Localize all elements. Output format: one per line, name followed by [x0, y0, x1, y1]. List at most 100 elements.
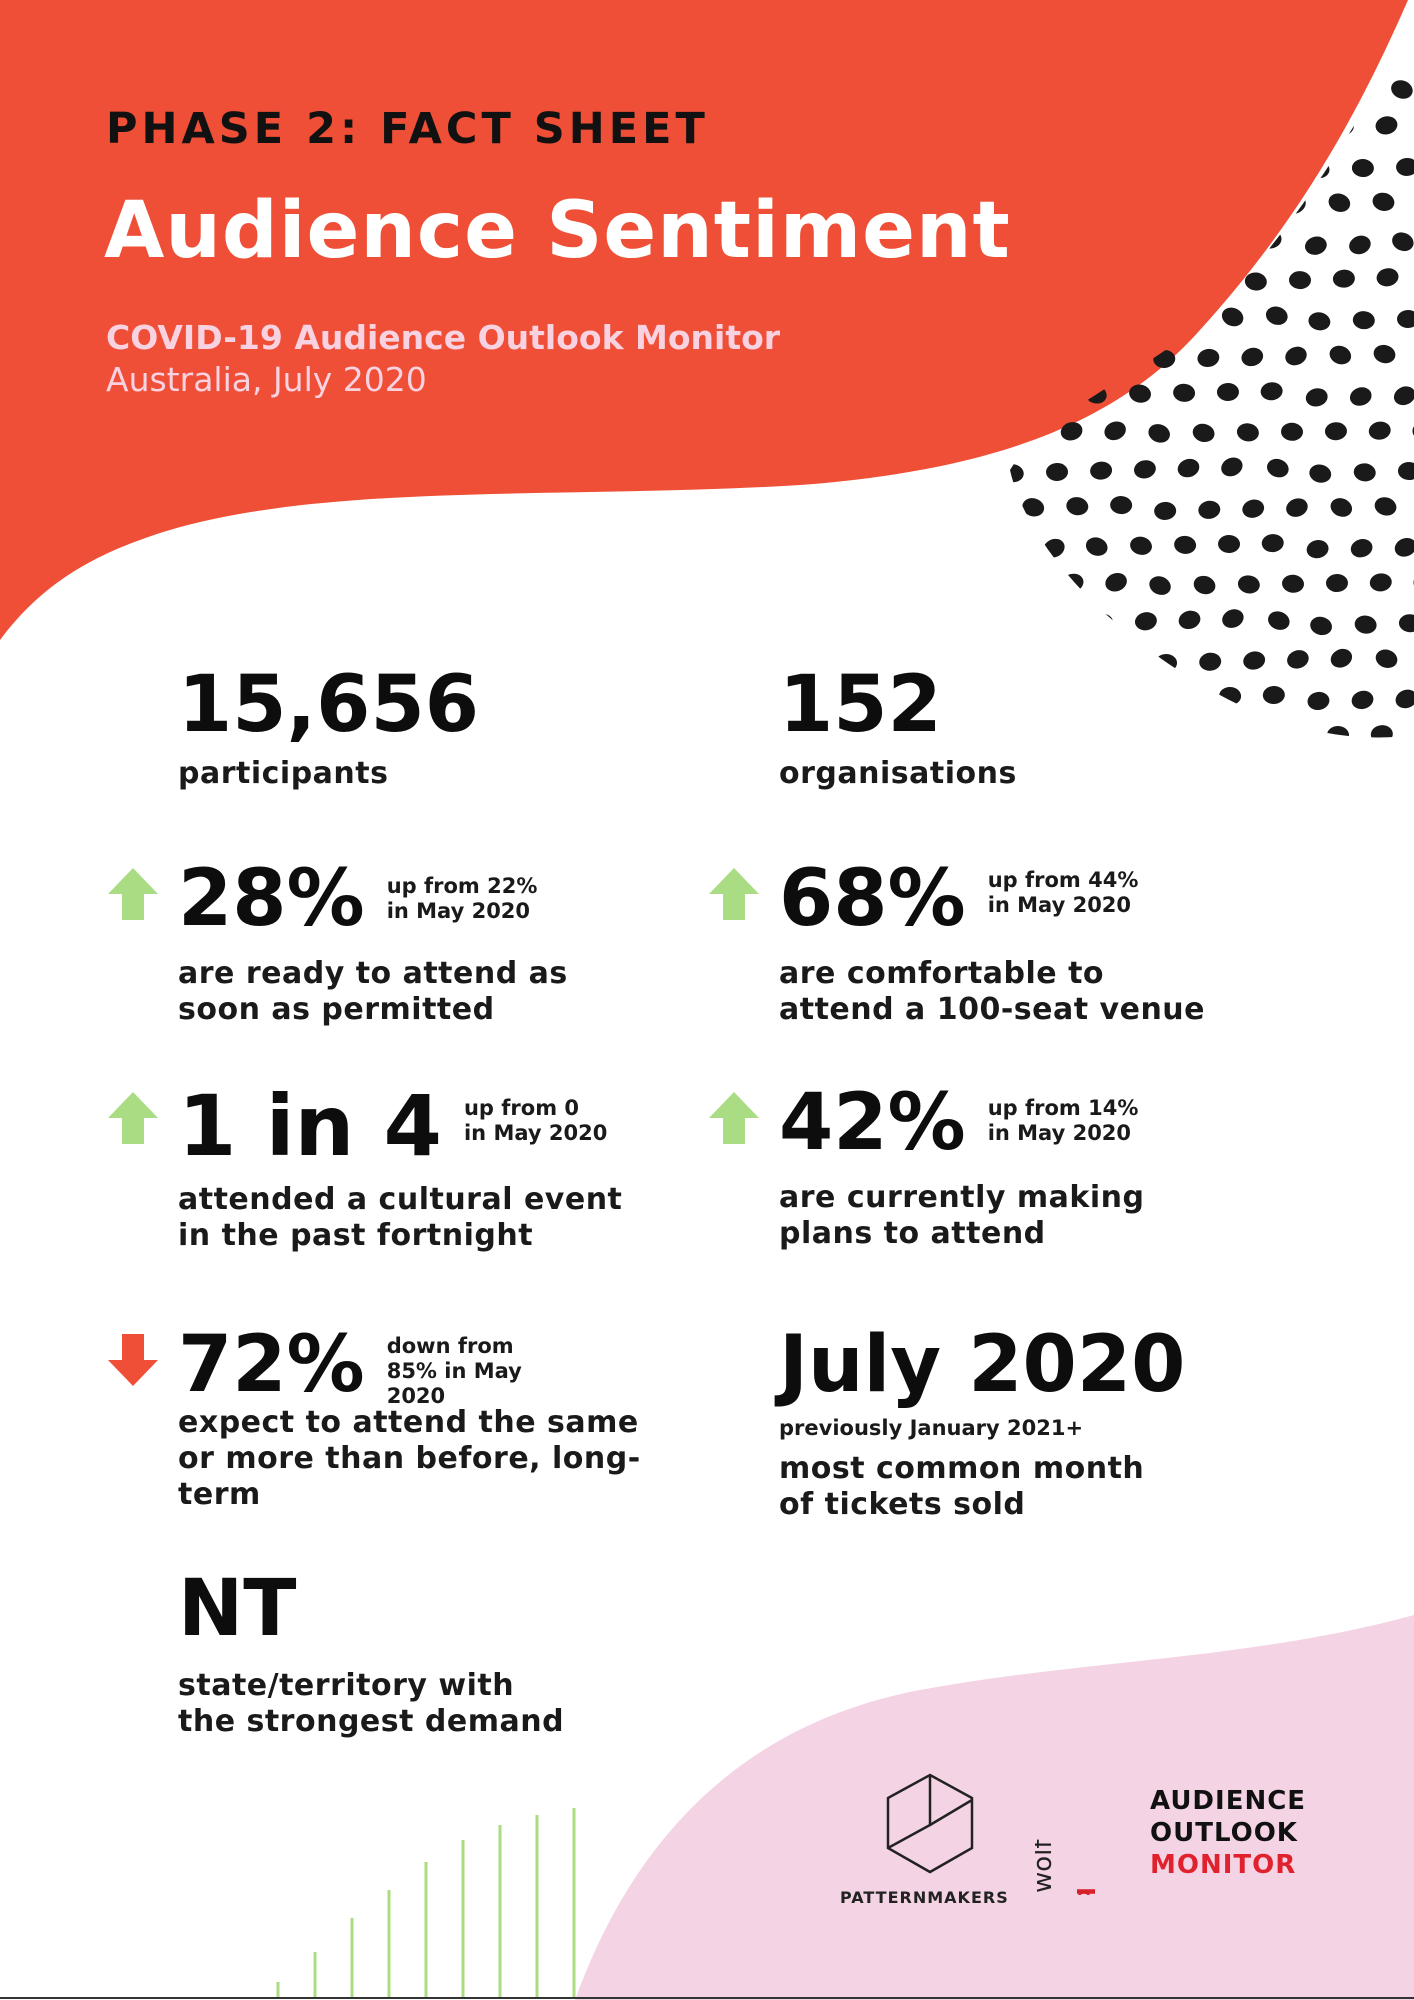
- dot: [1046, 462, 1069, 481]
- dot: [1198, 500, 1221, 519]
- arrow-up-icon: [709, 1092, 759, 1144]
- dot: [1329, 345, 1352, 365]
- dot: [1285, 346, 1307, 366]
- state-label: state/territory with the strongest deman…: [178, 1668, 565, 1739]
- aom-line3: MONITOR: [1150, 1850, 1297, 1880]
- dot: [1018, 726, 1041, 738]
- dot: [1022, 498, 1045, 517]
- dot: [1238, 727, 1261, 738]
- stat-comfortable: 68% up from 44% in May 2020 are comforta…: [779, 860, 1205, 1028]
- dot: [1090, 461, 1113, 480]
- dot: [1351, 159, 1374, 178]
- dot: [1397, 309, 1414, 328]
- comfortable-label: are comfortable to attend a 100-seat ven…: [779, 956, 1206, 1027]
- dot: [1308, 312, 1331, 331]
- comfortable-change: up from 44% in May 2020: [987, 868, 1139, 917]
- arrow-up-icon: [108, 1092, 158, 1144]
- dot: [1105, 572, 1127, 592]
- wolfbrown-text-brown: brown: [1070, 1887, 1095, 1895]
- dot: [1260, 382, 1283, 401]
- arrow-up-icon: [709, 868, 759, 920]
- ready-value: 28%: [178, 854, 365, 944]
- dot: [1375, 116, 1398, 135]
- comfortable-value: 68%: [779, 854, 966, 944]
- dot: [1091, 613, 1114, 632]
- dot: [1369, 573, 1392, 592]
- dot: [1324, 422, 1347, 441]
- dot: [1282, 574, 1304, 593]
- dot: [1178, 610, 1201, 630]
- dot: [1306, 540, 1329, 559]
- dot: [1155, 653, 1178, 672]
- dot: [1242, 499, 1265, 518]
- page-title: Audience Sentiment: [104, 186, 1011, 276]
- dot: [1398, 614, 1414, 633]
- dot: [1368, 421, 1391, 440]
- planning-value: 42%: [779, 1078, 966, 1168]
- dot: [1244, 272, 1267, 291]
- dot: [1328, 193, 1351, 212]
- dot: [1265, 306, 1288, 325]
- dot: [1067, 649, 1090, 668]
- arrow-down-icon: [108, 1334, 158, 1386]
- dot: [1394, 537, 1414, 557]
- participants-value: 15,656: [178, 660, 479, 750]
- dot: [1023, 650, 1046, 669]
- dot: [1066, 497, 1089, 516]
- dot: [1010, 616, 1025, 635]
- dot: [1175, 687, 1198, 707]
- dot: [1010, 464, 1024, 483]
- dot: [1219, 686, 1242, 706]
- dot: [1236, 423, 1259, 442]
- dot: [1131, 688, 1153, 708]
- dot: [1267, 458, 1289, 478]
- dot: [1010, 539, 1021, 559]
- dot: [1262, 685, 1285, 705]
- dot: [1149, 576, 1171, 595]
- header-blob: [0, 0, 1408, 640]
- dot: [1111, 648, 1134, 667]
- stat-attended: 1 in 4 up from 0 in May 2020 attended a …: [178, 1084, 622, 1254]
- dot: [1395, 689, 1414, 709]
- dot: [1197, 348, 1220, 368]
- dot: [1194, 728, 1217, 738]
- dot: [1332, 269, 1355, 288]
- dot: [1173, 383, 1196, 402]
- dot: [1330, 648, 1353, 668]
- stripe-pattern: [276, 1808, 576, 1998]
- dot: [1350, 539, 1373, 558]
- dot: [1397, 462, 1414, 481]
- patternmakers-label: PATTERNMAKERS: [840, 1888, 1009, 1907]
- dot: [1349, 235, 1371, 255]
- month-label: most common month of tickets sold: [779, 1451, 1145, 1522]
- dot: [1376, 268, 1399, 287]
- dot: [1391, 80, 1413, 99]
- footer-blob: [575, 1615, 1414, 2000]
- dot: [1221, 307, 1244, 327]
- state-value: NT: [178, 1564, 297, 1654]
- dot: [1375, 649, 1398, 668]
- patternmakers-logo: PATTERNMAKERS: [840, 1770, 1009, 1907]
- dot: [1148, 424, 1170, 443]
- dot: [1288, 271, 1311, 290]
- dot: [1174, 535, 1197, 554]
- dot: [1283, 726, 1305, 738]
- stat-planning: 42% up from 14% in May 2020 are currentl…: [779, 1084, 1144, 1252]
- stat-expect: 72% down from 85% in May 2020 expect to …: [178, 1326, 641, 1513]
- dot: [1043, 538, 1065, 558]
- dot: [1393, 386, 1414, 406]
- dot: [1305, 388, 1328, 407]
- dot: [1218, 534, 1241, 553]
- dot: [1392, 232, 1414, 252]
- organisations-value: 152: [779, 660, 942, 750]
- organisations-label: organisations: [779, 756, 1017, 791]
- dot: [1352, 311, 1375, 330]
- stat-participants: 15,656 participants: [178, 666, 479, 792]
- dot: [1086, 689, 1109, 709]
- page-subtitle: COVID-19 Audience Outlook Monitor: [106, 318, 781, 357]
- dot: [1351, 690, 1374, 710]
- dot: [1110, 496, 1133, 515]
- wolfbrown-logo: wolf brown: [1028, 1775, 1100, 1979]
- dot: [1154, 501, 1177, 520]
